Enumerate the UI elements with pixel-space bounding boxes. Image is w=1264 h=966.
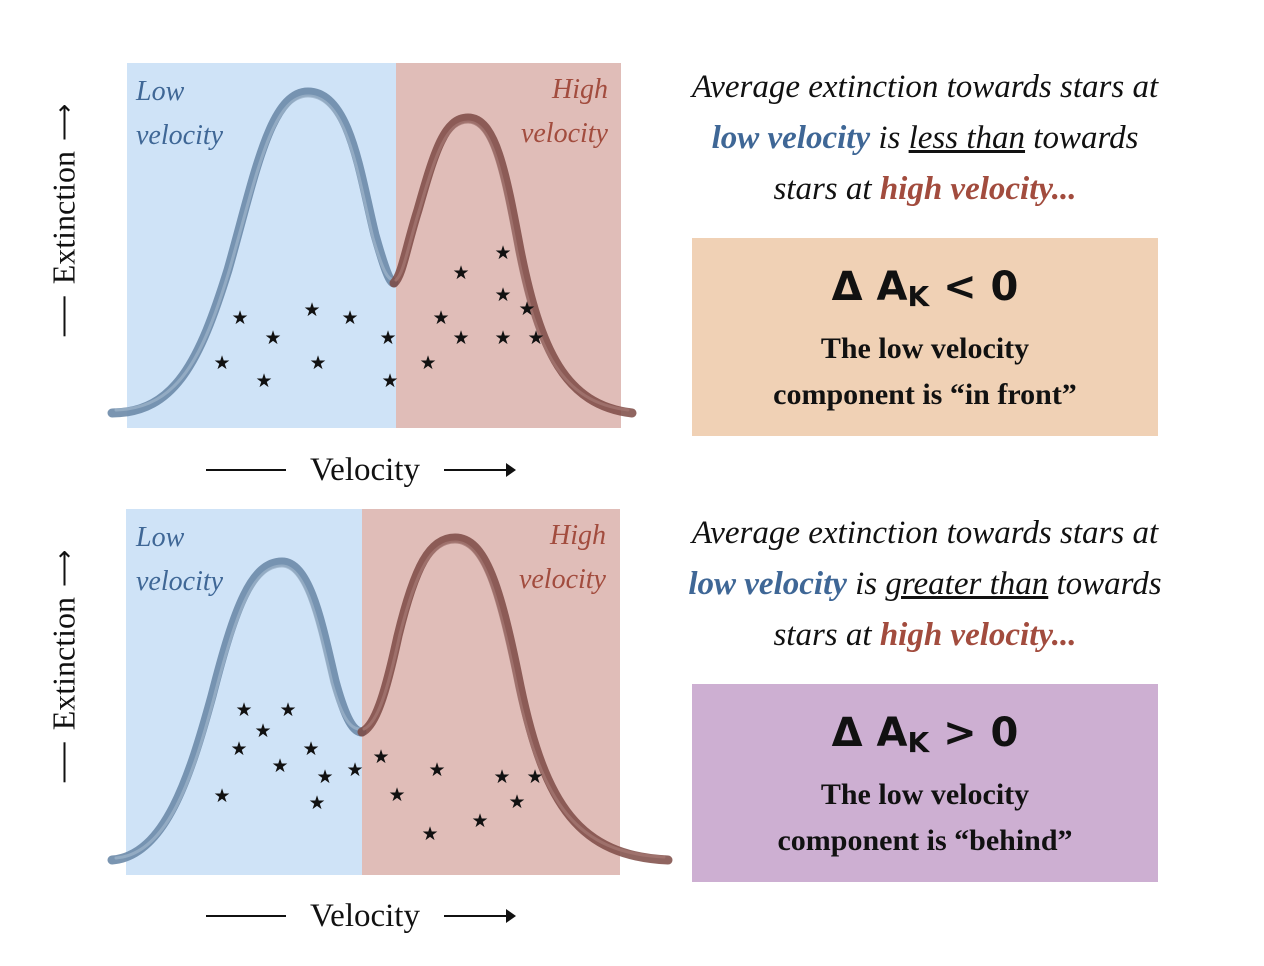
comparison-statement: Average extinction towards stars at low …: [688, 515, 1162, 653]
low-velocity-component-curve: [107, 557, 367, 865]
star-icon: ★: [254, 720, 271, 742]
delta-extinction: Δ AK > 0: [831, 710, 1019, 759]
y-axis-label: Extinction ⟶: [14, 60, 114, 380]
star-icon: ★: [372, 746, 389, 768]
comparison-word: less than: [908, 120, 1026, 156]
arrow-right-icon: [443, 463, 516, 477]
star-icon: ★: [231, 307, 248, 329]
star-icon: ★: [303, 299, 320, 321]
star-icon: ★: [264, 327, 281, 349]
conclusion-text: The low velocity component is “behind”: [777, 778, 1073, 857]
delta-extinction: Δ AK < 0: [831, 264, 1019, 313]
star-icon: ★: [235, 699, 252, 721]
comparison-word: greater than: [885, 566, 1049, 602]
x-axis-label: Velocity: [206, 894, 546, 938]
star-icon: ★: [255, 370, 272, 392]
star-icon: ★: [493, 766, 510, 788]
star-icon: ★: [279, 699, 296, 721]
velocity-extinction-plot: ★★★★★★★★★★★★★★★★★★: [107, 509, 673, 875]
high-velocity-curve-texture: [394, 120, 630, 412]
star-icon: ★: [526, 766, 543, 788]
result-box-in-front: Δ AK < 0 The low velocity component is “…: [692, 238, 1158, 436]
high-velocity-curve-texture: [362, 540, 666, 859]
star-icon: ★: [213, 785, 230, 807]
star-icon: ★: [379, 327, 396, 349]
comparison-statement: Average extinction towards stars at low …: [691, 69, 1159, 207]
y-axis-title: Extinction: [45, 596, 82, 731]
star-icon: ★: [213, 352, 230, 374]
star-icon: ★: [308, 792, 325, 814]
star-icon: ★: [419, 352, 436, 374]
x-axis-title: Velocity: [310, 451, 420, 488]
star-icon: ★: [494, 284, 511, 306]
star-icon: ★: [302, 738, 319, 760]
star-icon: ★: [316, 766, 333, 788]
star-field: ★★★★★★★★★★★★★★★★★★: [213, 242, 544, 392]
star-icon: ★: [494, 327, 511, 349]
high-velocity-label: High velocity: [518, 520, 606, 595]
panel-low-behind: ★ ★ ★ ★ ★ ★ ★ ★ ★ ★ ★ ★ ★ ★ ★ ★ ★ ★ Low velocity High vel…: [0, 446, 1264, 936]
star-icon: ★: [230, 738, 247, 760]
star-icon: ★: [388, 784, 405, 806]
star-icon: ★: [341, 307, 358, 329]
low-velocity-curve-texture: [114, 94, 396, 412]
panel-low-in-front: ★ ★ ★ ★ ★ ★ ★ ★ ★ ★ ★ ★ ★ ★ ★ ★ ★ ★ Low velocity High vel…: [14, 60, 1159, 492]
x-axis-label: Velocity: [206, 448, 546, 492]
low-velocity-label: Low velocity: [136, 76, 224, 151]
star-icon: ★: [494, 242, 511, 264]
high-velocity-label: High velocity: [520, 74, 608, 149]
star-icon: ★: [346, 759, 363, 781]
y-axis-title: Extinction: [45, 150, 82, 285]
velocity-extinction-plot: ★★★★★★★★★★★★★★★★★★: [107, 63, 637, 428]
star-icon: ★: [527, 327, 544, 349]
star-icon: ★: [428, 759, 445, 781]
arrow-up-icon: ⟶: [49, 549, 78, 587]
low-velocity-region: [127, 63, 396, 428]
star-field: ★★★★★★★★★★★★★★★★★★: [213, 699, 543, 845]
low-velocity-label: Low velocity: [136, 522, 224, 597]
conclusion-text: The low velocity component is “in front”: [773, 332, 1077, 411]
star-icon: ★: [381, 370, 398, 392]
star-icon: ★: [421, 823, 438, 845]
star-icon: ★: [508, 791, 525, 813]
star-icon: ★: [471, 810, 488, 832]
star-icon: ★: [309, 352, 326, 374]
star-icon: ★: [452, 262, 469, 284]
result-box-behind: Δ AK > 0 The low velocity component is “…: [692, 684, 1158, 882]
low-velocity-curve-texture: [114, 564, 362, 860]
high-velocity-region: [396, 63, 621, 428]
star-icon: ★: [271, 755, 288, 777]
arrow-up-icon: ⟶: [49, 103, 78, 141]
y-axis-label: Extinction ⟶: [14, 506, 114, 826]
star-icon: ★: [518, 298, 535, 320]
arrow-right-icon: [443, 909, 516, 923]
star-icon: ★: [452, 327, 469, 349]
x-axis-title: Velocity: [310, 897, 420, 934]
star-icon: ★: [432, 307, 449, 329]
